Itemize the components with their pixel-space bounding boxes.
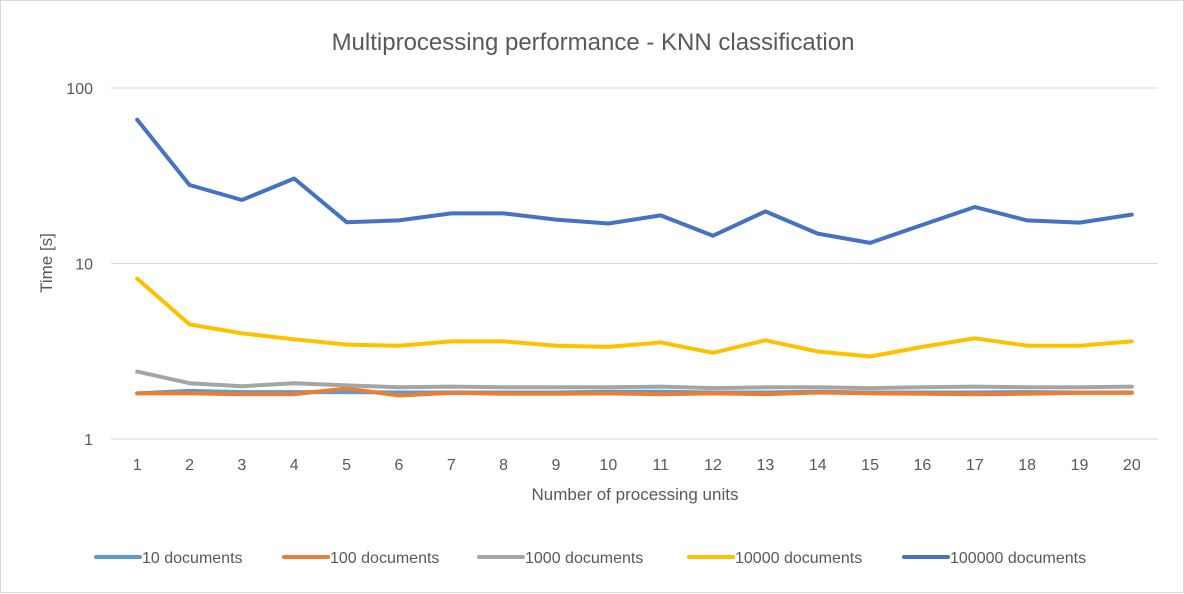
x-tick-label: 6 [394, 457, 403, 474]
legend-label-3: 1000 documents [525, 550, 643, 567]
x-tick-label: 12 [704, 457, 722, 474]
x-tick-label: 19 [1071, 457, 1089, 474]
legend-label-5: 100000 documents [950, 550, 1086, 567]
x-tick-label: 16 [914, 457, 932, 474]
x-tick-label: 15 [861, 457, 879, 474]
x-tick-label: 1 [133, 457, 142, 474]
series-line-5 [135, 117, 1134, 245]
series-line-4 [135, 276, 1134, 359]
x-tick-label: 18 [1018, 457, 1036, 474]
y-tick-labels: 1 10 100 [66, 81, 93, 449]
legend-label-4: 10000 documents [735, 550, 862, 567]
x-tick-label: 9 [552, 457, 561, 474]
x-axis-title: Number of processing units [532, 485, 739, 504]
x-tick-label: 2 [185, 457, 194, 474]
x-tick-label: 17 [966, 457, 984, 474]
series-line-2 [135, 386, 1134, 398]
x-tick-label: 8 [499, 457, 508, 474]
legend: 10 documents 100 documents 1000 documents 1… [94, 550, 1086, 567]
x-tick-label: 13 [756, 457, 774, 474]
x-tick-label: 5 [342, 457, 351, 474]
x-tick-label: 3 [237, 457, 246, 474]
legend-label-1: 10 documents [142, 550, 243, 567]
y-tick-label: 1 [84, 432, 93, 449]
x-tick-label: 11 [652, 457, 669, 474]
series-lines [135, 117, 1134, 398]
y-tick-label: 10 [75, 257, 93, 274]
x-tick-label: 4 [290, 457, 299, 474]
series-line-3 [135, 369, 1134, 391]
legend-label-2: 100 documents [330, 550, 439, 567]
y-tick-label: 100 [66, 81, 93, 98]
x-tick-label: 14 [809, 457, 827, 474]
chart-title: Multiprocessing performance - KNN classi… [332, 29, 855, 56]
y-axis-title: Time [s] [37, 233, 56, 293]
x-tick-label: 10 [599, 457, 617, 474]
x-tick-label: 7 [447, 457, 456, 474]
x-tick-label: 20 [1123, 457, 1141, 474]
x-tick-labels: 1 2 3 4 5 6 7 8 9 10 11 12 13 14 15 16 17 18 19 20 [133, 457, 1141, 474]
gridlines [111, 87, 1158, 440]
